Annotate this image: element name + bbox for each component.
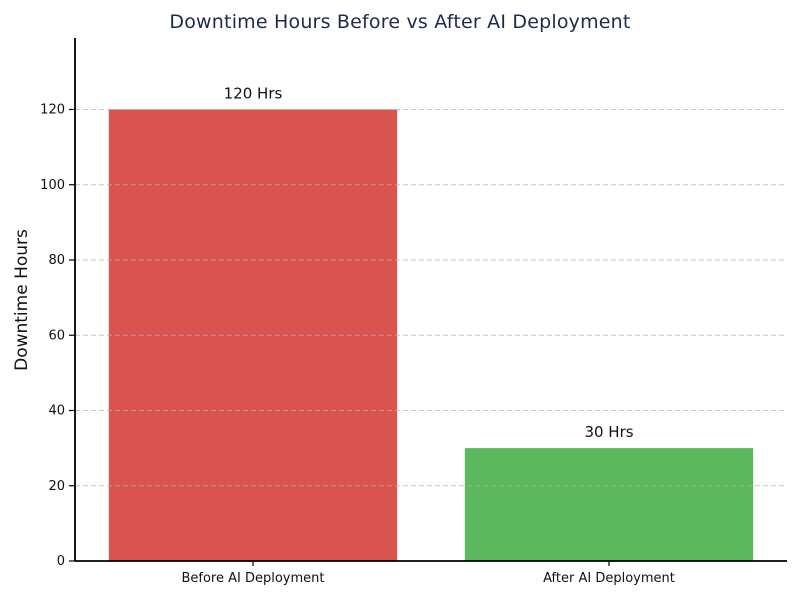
chart-title: Downtime Hours Before vs After AI Deploy… (169, 11, 631, 33)
y-tick-label-60: 60 (48, 328, 65, 343)
bar-after-ai-deployment (464, 448, 754, 561)
y-tick-label-80: 80 (48, 253, 65, 268)
y-tick-label-120: 120 (40, 103, 65, 118)
y-tick-label-20: 20 (48, 479, 65, 494)
x-tick-label-before-ai-deployment: Before AI Deployment (181, 571, 324, 586)
y-tick-label-0: 0 (57, 554, 65, 569)
y-tick-label-40: 40 (48, 404, 65, 419)
bar-value-label-before-ai-deployment: 120 Hrs (224, 84, 283, 102)
bar-value-label-after-ai-deployment: 30 Hrs (584, 423, 633, 441)
y-tick-label-100: 100 (40, 178, 65, 193)
x-tick-label-after-ai-deployment: After AI Deployment (543, 571, 675, 586)
